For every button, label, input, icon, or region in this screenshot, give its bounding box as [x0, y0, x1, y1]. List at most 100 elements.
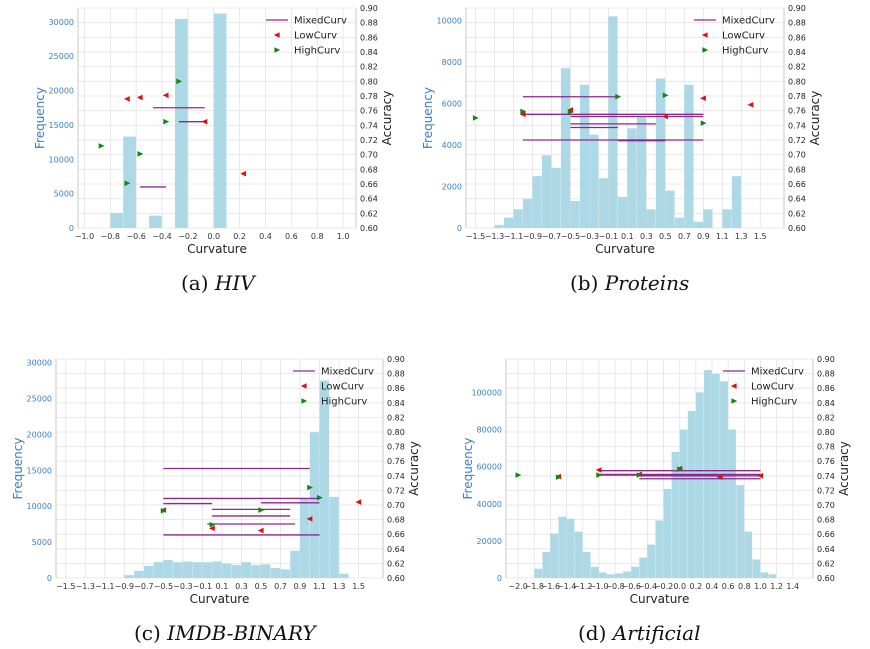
y-right-tick-label: 0.74 [788, 121, 806, 130]
legend-label: HighCurv [751, 397, 797, 408]
histogram-bar [598, 572, 607, 578]
histogram-bar [542, 552, 551, 578]
x-tick-label: 0.0 [673, 582, 686, 591]
caption-name: IMDB-BINARY [167, 621, 316, 645]
histogram-bar [300, 499, 310, 578]
y-right-tick-label: 0.68 [387, 516, 405, 525]
y-left-tick-label: 20000 [49, 87, 74, 96]
histogram-bar [623, 571, 631, 578]
y-right-tick-label: 0.66 [817, 530, 835, 539]
histogram-bar [124, 575, 134, 578]
highcurv-marker [520, 108, 527, 115]
y-right-tick-label: 0.84 [387, 399, 405, 408]
x-tick-label: 1.1 [716, 232, 729, 241]
x-tick-label: 1.4 [786, 582, 799, 591]
highcurv-marker [677, 466, 683, 473]
y-right-tick-label: 0.88 [817, 370, 835, 379]
y-right-tick-label: 0.62 [817, 559, 835, 568]
histogram-bar [110, 212, 123, 228]
x-tick-label: 1.5 [352, 582, 365, 591]
x-tick-label: −0.2 [178, 232, 197, 241]
histogram-bar [646, 209, 656, 228]
x-tick-label: 0.8 [738, 582, 751, 591]
x-tick-label: 0.8 [311, 232, 324, 241]
y-right-tick-label: 0.72 [387, 486, 405, 495]
histogram-bar [319, 380, 330, 578]
legend-label: HighCurv [722, 46, 768, 57]
caption-name: Artificial [612, 621, 701, 645]
y-left-tick-label: 10000 [49, 155, 74, 164]
y-right-tick-label: 0.68 [788, 165, 806, 174]
histogram-bar [731, 176, 741, 228]
y-right-tick-label: 0.74 [360, 121, 378, 130]
histogram-bar [558, 516, 567, 578]
histogram-bar [134, 570, 144, 578]
highcurv-marker [137, 151, 144, 157]
lowcurv-marker [662, 113, 668, 120]
lowcurv-marker [136, 94, 143, 101]
x-tick-label: 1.0 [754, 582, 767, 591]
legend: MixedCurv LowCurv HighCurv [694, 16, 775, 57]
x-tick-label: −0.1 [599, 232, 618, 241]
y-right-tick-label: 0.62 [788, 209, 806, 218]
y-right-tick-label: 0.84 [817, 399, 835, 408]
legend-label: MixedCurv [321, 367, 374, 378]
highcurv-marker [258, 507, 265, 513]
y-left-tick-label: 10000 [437, 16, 462, 25]
histogram-bar [551, 167, 561, 228]
x-tick-label: 0.3 [235, 582, 248, 591]
x-tick-label: −0.3 [580, 232, 599, 241]
x-tick-label: 0.6 [722, 582, 735, 591]
highcurv-marker [700, 120, 707, 126]
histogram-bar [494, 224, 504, 228]
highcurv-marker [596, 472, 603, 478]
histogram-bar [570, 201, 580, 228]
y-right-tick-label: 0.64 [387, 545, 405, 554]
histogram-bar [665, 190, 675, 228]
histogram-bar [532, 176, 542, 228]
y-left-tick-label: 25000 [27, 394, 52, 403]
histogram-bar [163, 560, 173, 578]
histogram-bar [241, 562, 251, 578]
legend-label: HighCurv [294, 46, 340, 57]
caption-artificial: (d) Artificial [578, 621, 700, 645]
y-right-tick-label: 0.90 [788, 4, 806, 13]
histogram-bar [608, 16, 618, 229]
legend-highcurv-swatch [274, 47, 281, 53]
histogram-bar [522, 198, 533, 228]
lowcurv-marker [257, 527, 264, 534]
histogram-bar [579, 84, 590, 228]
panel-imdb-binary: −1.5 −1.3 −1.1 −0.9 −0.7 −0.5 −0.3 −0.1 0.1 0.3 0.… [11, 355, 421, 606]
legend: MixedCurv LowCurv HighCurv [266, 16, 347, 57]
legend-label: LowCurv [294, 31, 337, 42]
legend-highcurv-swatch [301, 398, 308, 404]
x-tick-label: 1.5 [754, 232, 767, 241]
y-right-tick-label: 0.80 [817, 428, 835, 437]
y-right-tick-label: 0.78 [360, 92, 378, 101]
x-axis-label: Curvature [630, 592, 690, 606]
legend-label: MixedCurv [294, 16, 347, 27]
x-tick-label: −1.8 [525, 582, 544, 591]
lowcurv-marker [747, 102, 754, 108]
y-right-axis-label: Accuracy [808, 91, 822, 146]
x-tick-label: −0.6 [126, 232, 145, 241]
histogram-bar [722, 209, 732, 228]
histogram-bar [339, 573, 349, 578]
x-tick-label: 0.9 [697, 232, 710, 241]
histogram-bar [695, 392, 704, 578]
x-tick-label: −2.0 [508, 582, 527, 591]
y-right-tick-label: 0.76 [360, 107, 378, 116]
caption-letter: (b) [570, 271, 599, 295]
y-right-tick-label: 0.82 [788, 63, 806, 72]
caption-letter: (c) [134, 621, 161, 645]
caption-imdb-binary: (c) IMDB-BINARY [134, 621, 316, 645]
lowcurv-marker [162, 92, 169, 99]
y-right-tick-label: 0.88 [360, 19, 378, 28]
y-left-tick-label: 80000 [477, 426, 502, 435]
y-right-tick-label: 0.68 [360, 165, 378, 174]
y-right-tick-label: 0.66 [360, 180, 378, 189]
y-right-axis-label: Accuracy [380, 91, 394, 146]
x-tick-label: 0.1 [621, 232, 634, 241]
y-left-tick-label: 30000 [27, 359, 52, 368]
